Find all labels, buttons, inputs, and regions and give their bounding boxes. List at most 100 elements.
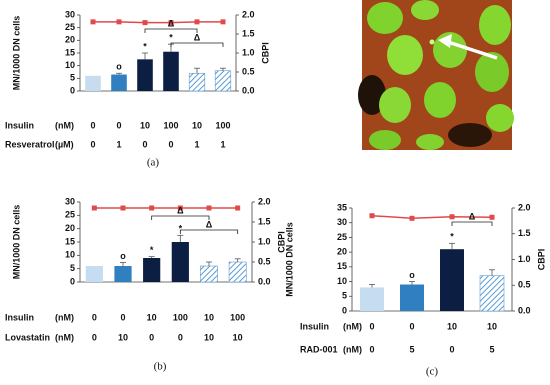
bracket-label: Δ: [206, 219, 213, 229]
condition-value: 10: [204, 312, 214, 322]
cbpi-point: [116, 19, 122, 25]
condition-value: 0: [449, 344, 454, 354]
condition-value: 0: [120, 312, 125, 322]
y-tick-label: 30: [65, 9, 75, 19]
y-tick-label: 30: [337, 217, 347, 227]
condition-unit: (nM): [343, 344, 362, 354]
y-tick-label: 15: [65, 236, 75, 246]
bracket-label: Δ: [469, 211, 476, 221]
y2-tick-label: 1.0: [518, 254, 531, 264]
y2-tick-label: 1.5: [518, 228, 531, 238]
y-axis-title: MN/1000 DN cells: [11, 205, 21, 280]
bracket: [179, 229, 239, 234]
y-tick-label: 35: [337, 202, 347, 212]
condition-value: 0: [92, 332, 97, 342]
condition-value: 0: [92, 312, 97, 322]
y2-tick-label: 1.0: [258, 236, 271, 246]
y-tick-label: 20: [337, 247, 347, 257]
condition-value: 0: [178, 332, 183, 342]
y-tick-label: 10: [65, 60, 75, 70]
bracket-label: Δ: [194, 32, 201, 42]
condition-value: 10: [447, 321, 457, 331]
bar: [137, 59, 153, 91]
y-axis-title: MN/1000 DN cells: [284, 222, 294, 297]
panel-label: (a): [147, 157, 160, 169]
condition-value: 10: [147, 312, 157, 322]
cbpi-point: [168, 20, 174, 26]
bar: [479, 275, 505, 312]
condition-unit: (µM): [55, 139, 74, 149]
significance-marker: *: [150, 245, 154, 255]
bar: [143, 258, 161, 282]
cbpi-point: [220, 19, 226, 25]
cbpi-point: [235, 205, 241, 211]
condition-unit: (nM): [55, 312, 74, 322]
condition-value: 100: [173, 312, 188, 322]
condition-name: Insulin: [5, 312, 34, 322]
significance-marker: *: [143, 41, 147, 51]
cbpi-point: [369, 213, 375, 219]
y2-tick-label: 0.0: [258, 276, 271, 286]
y2-tick-label: 0.0: [242, 85, 255, 95]
y-tick-label: 20: [65, 223, 75, 233]
condition-value: 0: [90, 120, 95, 130]
bar: [163, 51, 179, 91]
y-tick-label: 25: [65, 22, 75, 32]
condition-unit: (nM): [343, 321, 362, 331]
bar: [85, 266, 103, 282]
cbpi-point: [149, 205, 155, 211]
y2-axis-title: CBPI: [536, 249, 546, 271]
y-tick-label: 5: [70, 263, 75, 273]
cbpi-line: [371, 214, 493, 220]
y2-tick-label: 2.0: [242, 9, 255, 19]
significance-marker: *: [169, 33, 173, 43]
bracket-label: Δ: [168, 18, 175, 28]
condition-value: 1: [116, 139, 121, 149]
condition-value: 1: [220, 139, 225, 149]
condition-value: 0: [90, 139, 95, 149]
condition-value: 0: [369, 321, 374, 331]
cbpi-point: [90, 19, 96, 25]
cbpi-point: [91, 205, 97, 211]
cbpi-line: [93, 21, 223, 24]
panel-label: (b): [154, 361, 167, 373]
bar: [200, 265, 218, 283]
bar: [114, 266, 132, 282]
condition-name: RAD-001: [300, 344, 338, 354]
significance-marker: o: [120, 251, 126, 261]
y2-tick-label: 2.0: [518, 202, 531, 212]
y-tick-label: 5: [70, 73, 75, 83]
y-tick-label: 0: [70, 85, 75, 95]
panel-label: (c): [426, 366, 439, 378]
y-tick-label: 30: [65, 196, 75, 206]
condition-name: Lovastatin: [5, 332, 50, 342]
bracket: [144, 28, 198, 33]
bar: [228, 261, 247, 283]
y-tick-label: 10: [65, 250, 75, 260]
cbpi-point: [142, 20, 148, 26]
y-tick-label: 25: [65, 210, 75, 220]
condition-value: 1: [194, 139, 199, 149]
cbpi-point: [449, 214, 455, 220]
y2-tick-label: 1.0: [242, 47, 255, 57]
cbpi-point: [120, 205, 126, 211]
significance-marker: o: [409, 270, 415, 280]
cbpi-point: [194, 19, 200, 25]
bracket-label: Δ: [177, 205, 184, 215]
condition-value: 10: [233, 332, 243, 342]
significance-marker: *: [450, 232, 454, 242]
bracket: [151, 215, 210, 220]
y-tick-label: 0: [70, 276, 75, 286]
y2-tick-label: 1.5: [242, 28, 255, 38]
bar: [400, 284, 424, 311]
bar: [440, 249, 464, 311]
y-tick-label: 15: [337, 261, 347, 271]
condition-unit: (nM): [55, 332, 74, 342]
condition-value: 10: [192, 120, 202, 130]
y-tick-label: 20: [65, 35, 75, 45]
cbpi-point: [206, 205, 212, 211]
condition-name: Insulin: [300, 321, 329, 331]
cbpi-point: [409, 215, 415, 221]
condition-value: 5: [489, 344, 494, 354]
